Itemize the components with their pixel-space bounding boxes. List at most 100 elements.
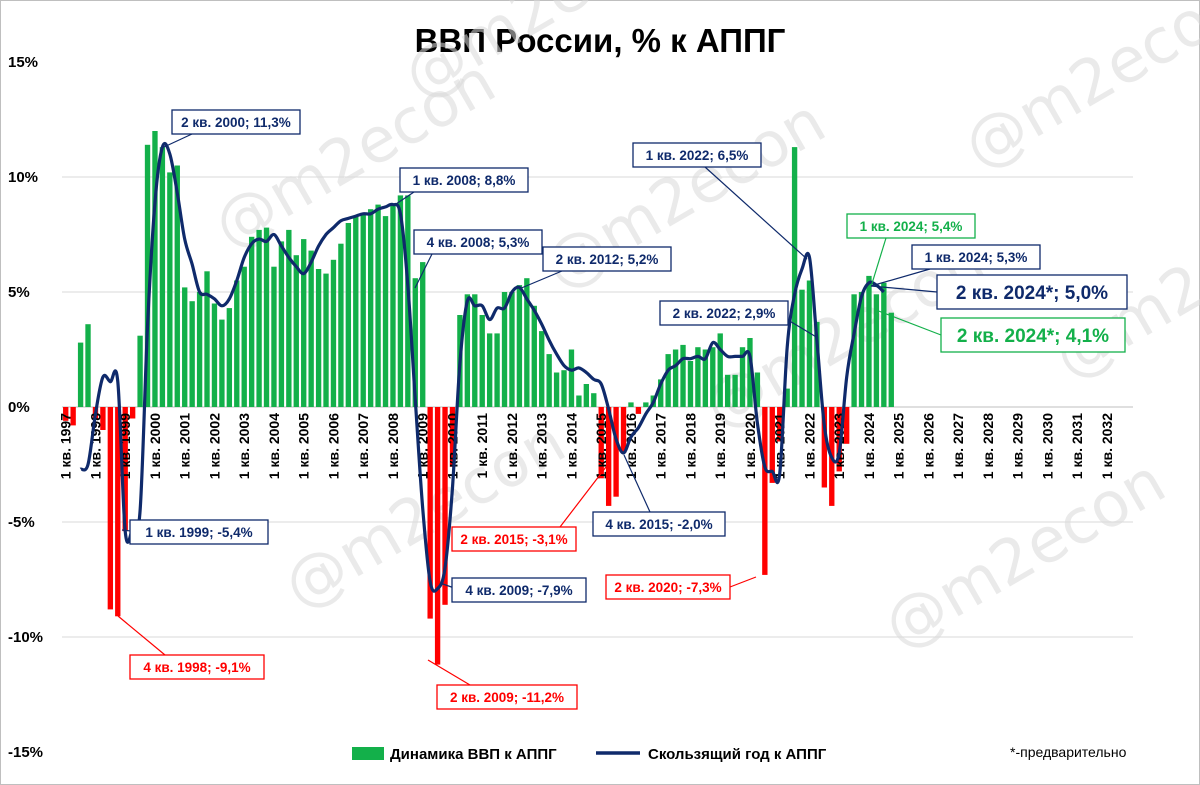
callout-box — [399, 167, 529, 193]
gdp-bar — [293, 255, 299, 407]
gdp-bar — [226, 308, 233, 407]
gdp-bar — [486, 333, 493, 407]
callout-label: 2 кв. 2012; 5,2% — [556, 252, 659, 267]
callout-annotation: 4 кв. 2015; -2,0% — [592, 454, 726, 537]
callout-label: 1 кв. 2024; 5,3% — [925, 250, 1028, 265]
callout-annotation: 4 кв. 2008; 5,3% — [413, 229, 543, 289]
callout-label: 2 кв. 2022; 2,9% — [673, 306, 776, 321]
callout-label: 1 кв. 2022; 6,5% — [646, 148, 749, 163]
gdp-bar — [234, 280, 240, 407]
callout-box — [129, 519, 269, 545]
x-tick-label: 1 кв. 2014 — [563, 413, 579, 479]
gdp-bar — [196, 292, 203, 407]
x-tick-label: 1 кв. 2032 — [1099, 413, 1115, 479]
callout-box — [436, 684, 578, 710]
footnote: *-предварительно — [1010, 744, 1127, 760]
gdp-bar — [345, 223, 352, 407]
gdp-bar — [843, 407, 850, 444]
gdp-bar — [308, 250, 314, 407]
callout-leader — [427, 659, 471, 686]
gdp-bar — [531, 305, 537, 407]
gdp-bar — [115, 407, 121, 617]
gdp-bar — [754, 372, 761, 407]
gdp-bar — [628, 402, 634, 407]
gdp-bar — [806, 280, 813, 407]
gdp-bar — [219, 319, 225, 407]
gdp-bar — [620, 407, 627, 453]
gdp-bar — [851, 294, 857, 407]
callout-leader — [704, 166, 808, 260]
gdp-bar — [420, 262, 426, 407]
gdp-bar — [360, 213, 366, 407]
gdp-bar — [583, 384, 590, 407]
gdp-bar — [434, 407, 441, 665]
callout-annotation: 2 кв. 2015; -3,1% — [451, 466, 607, 552]
y-axis: 15% 10% 5% 0% -5% -10% -15% — [8, 54, 43, 761]
gdp-bar — [695, 347, 701, 407]
callout-box — [940, 317, 1126, 353]
callout-box — [605, 574, 731, 600]
x-tick-label: 1 кв. 2022 — [801, 413, 817, 479]
gdp-bar — [866, 275, 872, 407]
line-series — [79, 142, 885, 593]
gdp-bar — [241, 266, 247, 407]
gdp-bar — [263, 227, 270, 407]
gdp-bar — [598, 407, 604, 479]
callout-leader — [623, 454, 651, 513]
callout-box — [451, 526, 577, 552]
callout-label: 1 кв. 2024; 5,4% — [860, 219, 963, 234]
x-tick-label: 1 кв. 2026 — [920, 413, 936, 479]
gdp-bar — [769, 407, 775, 483]
gdp-bar — [821, 407, 828, 488]
gdp-bar — [174, 165, 180, 407]
callout-annotation: 1 кв. 1999; -5,4% — [121, 519, 269, 545]
y-tick-label: -5% — [8, 514, 35, 531]
gdp-bar — [687, 361, 694, 407]
gdp-bar — [301, 239, 307, 407]
gdp-bar — [747, 338, 753, 407]
gdp-bar — [814, 321, 820, 407]
callout-box — [171, 109, 301, 135]
callout-label: 4 кв. 2009; -7,9% — [465, 583, 572, 598]
legend-bar-swatch — [352, 747, 384, 760]
gdp-bar — [501, 292, 508, 407]
gdp-bar — [784, 388, 790, 407]
gdp-bar — [873, 294, 880, 407]
y-tick-label: 0% — [8, 399, 30, 416]
x-tick-label: 1 кв. 2002 — [206, 413, 222, 479]
callout-box — [632, 142, 762, 168]
gdp-bar — [553, 372, 560, 407]
callout-annotation: 2 кв. 2020; -7,3% — [605, 574, 757, 600]
gdp-bar — [888, 312, 894, 407]
gdp-bar — [605, 407, 612, 506]
callout-label: 4 кв. 2015; -2,0% — [605, 517, 712, 532]
gdp-bar — [680, 344, 686, 407]
x-tick-label: 1 кв. 2030 — [1039, 413, 1055, 479]
gdp-bar — [382, 216, 389, 407]
gdp-bar — [524, 278, 530, 407]
gdp-bar — [159, 147, 166, 407]
x-tick-label: 1 кв. 2013 — [534, 413, 550, 479]
x-tick-label: 1 кв. 2012 — [504, 413, 520, 479]
gdp-bar — [449, 407, 456, 467]
callout-box — [936, 274, 1128, 310]
callout-label: 1 кв. 1999; -5,4% — [145, 525, 252, 540]
gdp-bar — [576, 395, 582, 407]
x-axis: 1 кв. 1997 1 кв. 1998 1 кв. 1999 1 кв. 2000… — [58, 413, 1115, 479]
x-tick-label: 1 кв. 2031 — [1069, 413, 1085, 479]
chart-title: ВВП России, % к АППГ — [414, 22, 786, 59]
gdp-bar — [271, 266, 277, 407]
callout-annotation: 2 кв. 2012; 5,2% — [518, 246, 672, 290]
x-tick-label: 1 кв. 2015 — [593, 413, 609, 479]
gdp-bar — [568, 349, 575, 407]
callout-label: 2 кв. 2024*; 4,1% — [957, 326, 1109, 347]
x-tick-label: 1 кв. 2004 — [266, 413, 282, 479]
callout-annotation: 2 кв. 2000; 11,3% — [163, 109, 301, 148]
callout-label: 2 кв. 2000; 11,3% — [181, 115, 291, 130]
gdp-bar — [129, 407, 136, 419]
gdp-bar — [144, 144, 151, 408]
callout-annotation: 4 кв. 1998; -9,1% — [117, 615, 265, 680]
gdp-bar — [182, 287, 188, 407]
callout-annotation: 2 кв. 2024*; 4,1% — [875, 309, 1126, 353]
